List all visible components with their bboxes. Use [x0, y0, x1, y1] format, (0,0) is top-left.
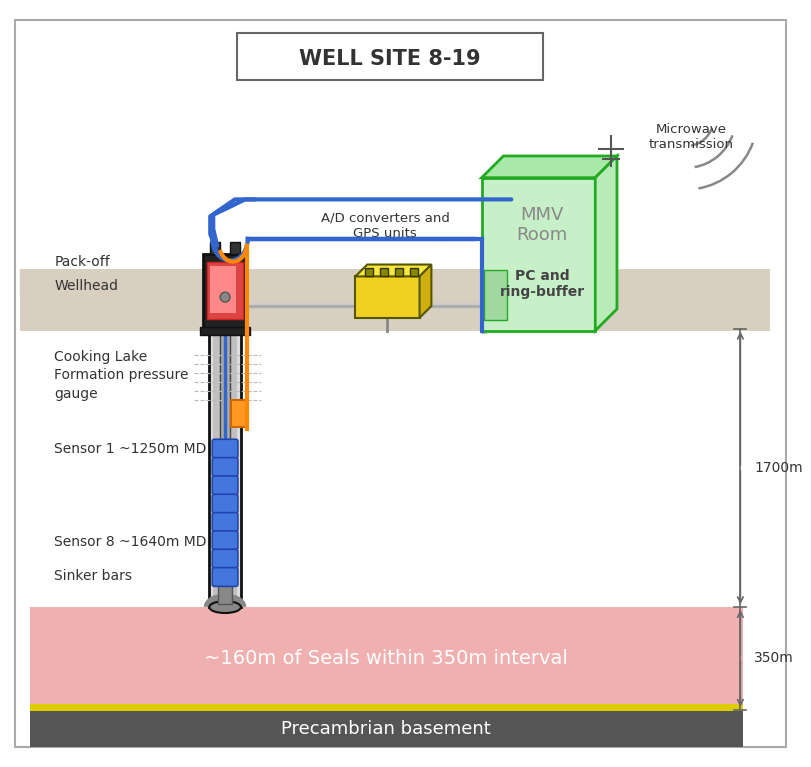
FancyBboxPatch shape: [483, 271, 508, 320]
Bar: [30, 704, 744, 711]
FancyBboxPatch shape: [212, 549, 238, 568]
Bar: [365, 268, 373, 276]
Text: Sensor 8 ~1640m MD: Sensor 8 ~1640m MD: [54, 535, 207, 549]
Bar: [210, 265, 236, 313]
Bar: [209, 329, 241, 607]
FancyBboxPatch shape: [212, 494, 238, 513]
Bar: [380, 268, 388, 276]
Bar: [208, 262, 242, 319]
Bar: [410, 268, 418, 276]
Text: Pack-off: Pack-off: [54, 255, 110, 268]
FancyBboxPatch shape: [212, 512, 238, 532]
Text: 1700m: 1700m: [754, 461, 803, 475]
Bar: [204, 254, 247, 331]
Bar: [482, 178, 595, 331]
Bar: [213, 329, 237, 607]
Bar: [231, 400, 247, 427]
Text: Precambrian basement: Precambrian basement: [281, 719, 491, 738]
Text: WELL SITE 8-19: WELL SITE 8-19: [299, 49, 481, 69]
Polygon shape: [30, 272, 770, 329]
Ellipse shape: [209, 601, 241, 613]
Text: Sensor 1 ~1250m MD: Sensor 1 ~1250m MD: [54, 442, 207, 456]
Text: Microwave
transmission: Microwave transmission: [649, 123, 733, 151]
Bar: [200, 327, 250, 334]
Polygon shape: [355, 265, 431, 276]
FancyBboxPatch shape: [212, 439, 238, 458]
Polygon shape: [19, 269, 227, 296]
Bar: [220, 331, 230, 605]
Polygon shape: [419, 265, 431, 318]
FancyBboxPatch shape: [212, 458, 238, 476]
Bar: [395, 268, 403, 276]
Bar: [355, 276, 419, 318]
Polygon shape: [482, 156, 617, 178]
FancyBboxPatch shape: [212, 531, 238, 550]
FancyBboxPatch shape: [212, 568, 238, 586]
Bar: [230, 242, 240, 254]
Bar: [210, 242, 220, 254]
Bar: [30, 607, 744, 706]
FancyBboxPatch shape: [212, 476, 238, 495]
Text: Cooking Lake
Formation pressure
gauge: Cooking Lake Formation pressure gauge: [54, 350, 189, 400]
Polygon shape: [19, 269, 770, 331]
Text: Wellhead: Wellhead: [54, 279, 118, 293]
Polygon shape: [19, 269, 770, 329]
Bar: [30, 709, 744, 747]
Bar: [237, 32, 543, 80]
Bar: [218, 582, 232, 604]
Text: Sinker bars: Sinker bars: [54, 568, 132, 582]
Text: A/D converters and
GPS units: A/D converters and GPS units: [320, 212, 449, 240]
Text: PC and
ring-buffer: PC and ring-buffer: [500, 269, 585, 299]
Text: MMV
Room: MMV Room: [517, 206, 568, 245]
Text: 350m: 350m: [754, 651, 794, 666]
Polygon shape: [595, 156, 617, 331]
Text: ~160m of Seals within 350m interval: ~160m of Seals within 350m interval: [204, 649, 568, 668]
Circle shape: [220, 292, 230, 302]
